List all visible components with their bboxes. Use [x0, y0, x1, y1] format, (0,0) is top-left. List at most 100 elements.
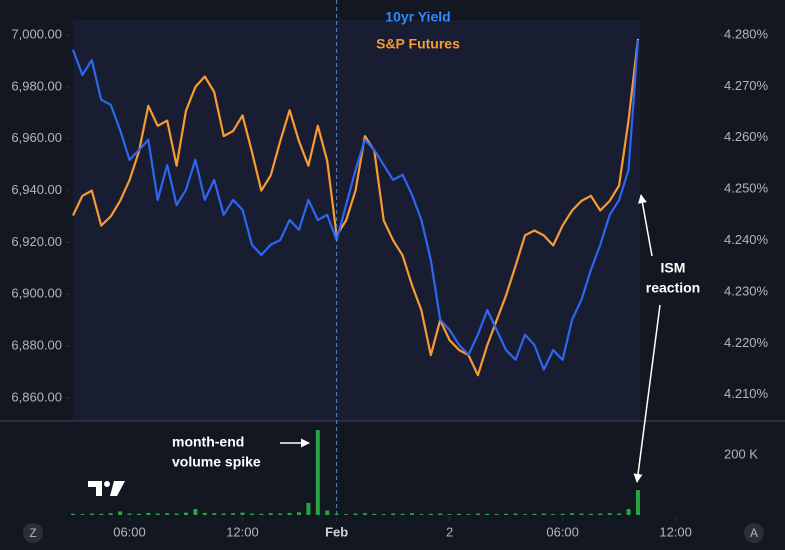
annotation: reaction — [646, 280, 700, 296]
y2-tick-label: 4.270% — [724, 78, 769, 93]
volume-bar — [419, 514, 424, 515]
y2-tick-label: 4.240% — [724, 232, 769, 247]
volume-bar — [202, 512, 207, 515]
y-tick-label: 6,900.00 — [11, 286, 62, 301]
price-pane: 6,860.00 6,880.00 6,900.00 6,920.00 6,940.00… — [11, 9, 768, 405]
y2-tick-label: 4.250% — [724, 181, 769, 196]
volume-bar — [306, 503, 311, 515]
volume-bar — [409, 513, 414, 515]
volume-bar — [71, 513, 75, 515]
y2-tick-label: 4.280% — [724, 26, 769, 41]
y-tick-label: 6,920.00 — [11, 234, 62, 249]
volume-bar — [635, 490, 640, 515]
y-tick-label: 6,880.00 — [11, 338, 62, 353]
x-tick-label: 2 — [446, 524, 453, 539]
y2-tick-label: 4.230% — [724, 283, 769, 298]
volume-bar — [259, 513, 264, 515]
series-line — [72, 38, 640, 377]
volume-bar — [457, 513, 462, 515]
volume-bar — [570, 513, 575, 515]
annotation: month-end — [172, 434, 244, 450]
y2-tick-label: 4.210% — [724, 386, 769, 401]
x-tick-label: 12:00 — [226, 524, 259, 539]
volume-bar — [522, 514, 527, 515]
volume-bar — [344, 514, 349, 515]
volume-bar — [541, 513, 546, 515]
volume-bar — [391, 513, 396, 515]
volume-bar — [466, 514, 471, 515]
legend-entry: S&P Futures — [376, 36, 460, 52]
volume-bar — [362, 513, 367, 515]
volume-bar — [438, 513, 443, 515]
volume-bar — [174, 513, 179, 515]
button[interactable] — [23, 523, 43, 543]
tradingview-logo — [88, 481, 125, 496]
volume-bar — [127, 513, 132, 515]
volume-bar — [532, 513, 537, 515]
volume-bar — [551, 514, 556, 515]
button[interactable] — [744, 523, 764, 543]
volume-bar — [381, 514, 386, 515]
volume-bar — [118, 511, 123, 515]
series-line — [71, 40, 640, 371]
volume-bar — [240, 512, 245, 515]
volume-bar — [287, 512, 292, 515]
volume-bar — [353, 513, 358, 515]
y-tick-label: 6,960.00 — [11, 130, 62, 145]
volume-bar — [626, 509, 631, 515]
button-label[interactable]: Z — [29, 526, 36, 540]
y-tick-label: 6,980.00 — [11, 78, 62, 93]
volume-bar — [513, 513, 518, 515]
volume-bar — [183, 512, 188, 515]
volume-bar — [428, 513, 433, 515]
annotation-arrow — [633, 304, 661, 483]
y-tick-label: 6,940.00 — [11, 182, 62, 197]
volume-bar — [278, 513, 283, 515]
volume-bar — [579, 513, 584, 515]
volume-bar — [617, 513, 622, 515]
volume-bar — [108, 513, 113, 515]
volume-bar — [249, 513, 254, 515]
y-tick-label: 6,860.00 — [11, 389, 62, 404]
volume-bar — [268, 513, 273, 515]
volume-bar — [221, 513, 226, 515]
x-tick-label: 12:00 — [659, 524, 692, 539]
volume-bar — [212, 513, 217, 515]
volume-bar — [475, 513, 480, 515]
annotation: volume spike — [172, 454, 261, 470]
annotation-arrow — [638, 194, 653, 257]
x-tick-label: Feb — [325, 524, 348, 539]
x-tick-label: 06:00 — [546, 524, 579, 539]
volume-bar — [80, 514, 85, 515]
button-label[interactable]: A — [750, 526, 758, 540]
volume-bar — [485, 513, 490, 515]
volume-bar — [231, 513, 236, 515]
volume-bar — [155, 513, 160, 515]
volume-bar — [494, 514, 499, 515]
volume-bar — [89, 513, 94, 515]
y2-tick-label: 4.260% — [724, 129, 769, 144]
volume-bar — [296, 512, 301, 515]
volume-bar — [325, 510, 330, 515]
volume-pane: 200 K 06:00 12:00 Feb 2 06:00 12:00 month-end vo… — [71, 0, 758, 539]
volume-bar — [607, 513, 612, 515]
x-tick-label: 06:00 — [113, 524, 146, 539]
volume-bar — [165, 513, 170, 515]
volume-bar — [588, 513, 593, 515]
y-tick-label: 200 K — [724, 446, 758, 461]
volume-bar — [334, 513, 339, 515]
volume-bar — [146, 512, 151, 515]
volume-bar — [447, 514, 452, 515]
legend-entry: 10yr Yield — [385, 9, 450, 25]
volume-bar — [400, 513, 405, 515]
volume-bar — [560, 513, 565, 515]
volume-bar — [193, 509, 198, 515]
volume-bar — [99, 513, 104, 515]
y-tick-label: 7,000.00 — [11, 26, 62, 41]
volume-bar — [372, 513, 377, 515]
volume-bar — [598, 513, 603, 515]
volume-bar — [504, 513, 509, 515]
y2-tick-label: 4.220% — [724, 335, 769, 350]
volume-bar — [136, 513, 141, 515]
